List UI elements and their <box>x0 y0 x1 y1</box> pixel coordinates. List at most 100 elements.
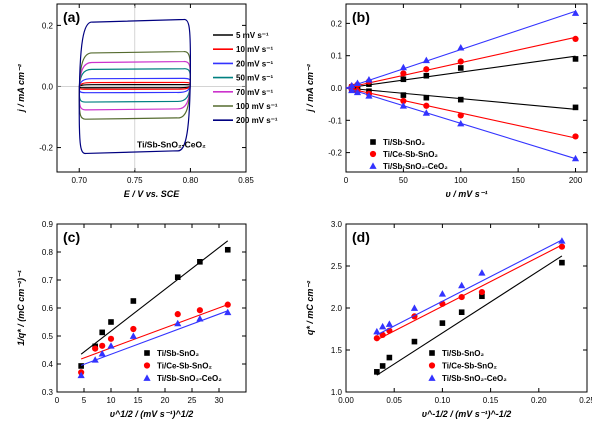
y-axis-label: 1/q* / (mC cm⁻²)⁻¹ <box>16 270 26 346</box>
legend-marker <box>144 350 150 356</box>
y-tick-label: 0.2 <box>42 21 54 30</box>
legend-marker <box>429 350 435 356</box>
data-point <box>572 104 579 111</box>
x-tick-label: 0 <box>344 176 349 185</box>
legend-label: 70 mV s⁻¹ <box>236 88 273 97</box>
panel-label: (a) <box>63 9 80 25</box>
x-tick-label: 0.85 <box>238 176 254 185</box>
data-point <box>365 76 373 83</box>
x-tick-label: 0 <box>55 396 60 405</box>
legend-marker <box>143 362 151 369</box>
data-point <box>98 350 106 357</box>
fit-line <box>80 304 228 360</box>
data-point <box>423 94 430 101</box>
legend-label: Ti/Sb-SnO₂ <box>383 138 426 147</box>
y-tick-label: 3.0 <box>331 220 343 229</box>
cv-curve-6 <box>78 18 192 155</box>
y-tick-label: 0.0 <box>42 82 54 91</box>
data-point <box>386 354 393 361</box>
data-point <box>410 304 419 311</box>
data-point <box>353 88 362 96</box>
panel-b: 0 50 100 150 200 -0.2 -0.1 0.0 0.1 0.2 (b) υ / mV s… <box>305 3 588 199</box>
panel-d: 0.00 0.05 0.10 0.15 0.20 0.25 1.0 1.5 2.0 2.5 3.0 (… <box>305 220 592 419</box>
legend-label: 50 mV s⁻¹ <box>236 74 273 83</box>
x-tick-label: 0.15 <box>483 396 499 405</box>
legend-label: 10 mV s⁻¹ <box>236 45 273 54</box>
x-tick-label: 0.05 <box>386 396 402 405</box>
data-point <box>478 288 486 296</box>
x-axis-label: υ / mV s⁻¹ <box>445 189 487 199</box>
data-point <box>107 342 115 349</box>
y-tick-label: 0.5 <box>42 332 54 341</box>
data-point <box>400 70 407 77</box>
x-tick-label: 50 <box>399 176 408 185</box>
fit-line <box>80 310 228 366</box>
data-point <box>107 335 115 342</box>
legend-label: Ti/Ce-Sb-SnO₂ <box>383 150 438 159</box>
y-tick-label: 0.6 <box>42 304 54 313</box>
legend-marker <box>369 162 377 169</box>
legend-label: 100 mV s⁻¹ <box>236 102 278 111</box>
fit-line <box>376 239 563 336</box>
data-point <box>130 325 137 333</box>
data-point <box>91 356 99 363</box>
x-tick-label: 25 <box>188 396 197 405</box>
x-tick-label: 0.75 <box>127 176 143 185</box>
y-tick-label: 0.1 <box>331 52 343 61</box>
data-point <box>129 332 137 339</box>
y-axis-label: q* / mC cm⁻² <box>305 280 315 335</box>
panel-label: (d) <box>352 229 370 245</box>
y-tick-label: 0.3 <box>42 388 54 397</box>
data-point <box>353 79 362 87</box>
legend-label: Ti/Sb-SnO₂-CeO₂ <box>383 162 448 171</box>
legend-label: Ti/Sb-SnO₂-CeO₂ <box>442 374 507 383</box>
data-point <box>457 65 464 71</box>
data-point <box>458 281 466 289</box>
y-tick-label: 0.4 <box>42 360 54 369</box>
legend-marker <box>428 374 436 381</box>
data-point <box>571 9 580 16</box>
data-point <box>196 307 203 314</box>
plot-frame <box>56 3 247 173</box>
legend-label: 200 mV s⁻¹ <box>236 116 278 125</box>
data-point <box>399 63 407 71</box>
y-tick-label: 1.0 <box>331 388 343 397</box>
data-point <box>572 133 579 140</box>
data-point <box>365 92 373 99</box>
data-point <box>423 66 430 73</box>
data-point <box>399 102 407 109</box>
x-tick-label: 0.70 <box>71 176 87 185</box>
data-point <box>439 320 446 326</box>
y-tick-label: 0.2 <box>331 19 343 28</box>
data-point <box>423 72 430 79</box>
data-point <box>457 112 464 119</box>
data-point <box>379 363 386 369</box>
x-tick-label: 200 <box>569 176 583 185</box>
data-point <box>385 320 393 327</box>
y-tick-label: 0.8 <box>42 248 54 257</box>
data-point <box>348 86 356 94</box>
y-axis-label: j / mA cm⁻² <box>16 63 26 112</box>
fit-line <box>345 55 576 89</box>
legend-label: Ti/Sb-SnO₂ <box>157 349 200 358</box>
data-point <box>197 259 203 265</box>
y-tick-label: 1.5 <box>331 346 343 355</box>
y-tick-label: 0.0 <box>331 84 343 93</box>
data-point <box>572 56 579 62</box>
x-tick-label: 0.20 <box>531 396 547 405</box>
data-point <box>373 335 380 342</box>
data-point <box>411 338 418 345</box>
y-tick-label: -0.2 <box>328 149 342 158</box>
y-tick-label: 2.5 <box>331 262 343 271</box>
data-point <box>224 301 231 308</box>
data-point <box>78 363 84 369</box>
x-tick-label: 0.00 <box>338 396 354 405</box>
legend-label: Ti/Ce-Sb-SnO₂ <box>442 362 497 371</box>
data-point <box>457 58 464 65</box>
x-tick-label: 15 <box>134 396 143 405</box>
data-point <box>379 331 386 338</box>
annotation: Ti/Sb-SnO₂-CeO₂ <box>137 140 206 150</box>
data-point <box>457 44 465 51</box>
x-tick-label: 0.25 <box>579 396 592 405</box>
data-point <box>558 243 566 250</box>
